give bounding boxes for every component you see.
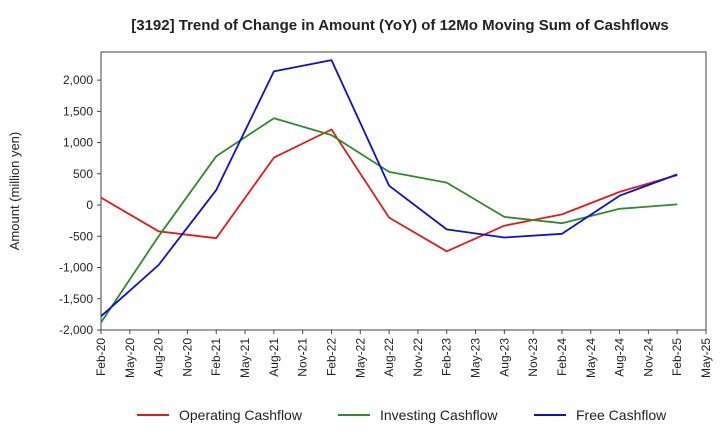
legend-label: Operating Cashflow bbox=[179, 407, 303, 423]
x-tick-label: Nov-22 bbox=[411, 338, 425, 377]
x-tick-label: Nov-20 bbox=[180, 338, 194, 377]
x-tick-label: Feb-22 bbox=[324, 338, 338, 376]
legend-label: Investing Cashflow bbox=[380, 407, 498, 423]
y-axis-label: Amount (million yen) bbox=[7, 132, 22, 251]
x-tick-label: Aug-21 bbox=[267, 338, 281, 377]
axes: -2,000 -1,500 -1,000 -500 0 500 1,000 1,500 2,00… bbox=[59, 51, 713, 378]
y-tick-label: -1,500 bbox=[59, 292, 93, 306]
x-tick-label: Feb-24 bbox=[555, 338, 569, 376]
plot-frame bbox=[100, 51, 707, 331]
x-tick-label: Aug-24 bbox=[613, 338, 627, 377]
chart-title: [3192] Trend of Change in Amount (YoY) o… bbox=[131, 17, 669, 34]
x-tick-label: May-25 bbox=[699, 338, 713, 378]
x-tick-label: Aug-20 bbox=[152, 338, 166, 377]
y-tick-label: 0 bbox=[86, 198, 93, 212]
series-line-operating-cashflow bbox=[100, 128, 678, 253]
x-tick-label: Aug-23 bbox=[497, 338, 511, 377]
x-tick-label: Nov-24 bbox=[641, 338, 655, 377]
legend: Operating Cashflow Investing Cashflow Free… bbox=[137, 407, 667, 423]
series-line-free-cashflow bbox=[100, 59, 678, 317]
y-tick-label: 500 bbox=[73, 167, 93, 181]
y-tick-label: 1,000 bbox=[63, 136, 93, 150]
x-tick-label: Aug-22 bbox=[382, 338, 396, 377]
x-tick-label: May-20 bbox=[123, 338, 137, 378]
y-tick-label: 2,000 bbox=[63, 73, 93, 87]
x-tick-label: Nov-21 bbox=[296, 338, 310, 377]
series-lines bbox=[100, 59, 678, 324]
series-line-investing-cashflow bbox=[100, 117, 678, 324]
y-tick-label: 1,500 bbox=[63, 104, 93, 118]
x-tick-label: May-24 bbox=[584, 338, 598, 378]
x-tick-label: Feb-20 bbox=[94, 338, 108, 376]
x-tick-label: Nov-23 bbox=[526, 338, 540, 377]
x-tick-label: May-23 bbox=[469, 338, 483, 378]
x-tick-label: Feb-23 bbox=[440, 338, 454, 376]
y-tick-label: -2,000 bbox=[59, 323, 93, 337]
legend-label: Free Cashflow bbox=[576, 407, 667, 423]
x-tick-label: May-21 bbox=[238, 338, 252, 378]
x-tick-label: May-22 bbox=[353, 338, 367, 378]
y-tick-label: -1,000 bbox=[59, 261, 93, 275]
x-tick-label: Feb-25 bbox=[670, 338, 684, 376]
y-tick-label: -500 bbox=[69, 229, 93, 243]
x-tick-label: Feb-21 bbox=[209, 338, 223, 376]
